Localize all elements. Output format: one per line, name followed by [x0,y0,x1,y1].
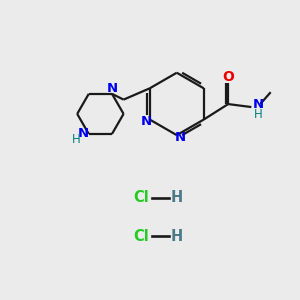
Text: H: H [171,229,183,244]
Text: Cl: Cl [133,229,149,244]
Text: N: N [106,82,118,95]
Text: N: N [175,131,186,144]
Text: N: N [141,116,152,128]
Text: N: N [78,128,89,140]
Text: H: H [254,108,262,121]
Text: O: O [222,70,234,84]
Text: H: H [72,133,81,146]
Text: N: N [252,98,263,112]
Text: H: H [171,190,183,205]
Text: Cl: Cl [133,190,149,205]
